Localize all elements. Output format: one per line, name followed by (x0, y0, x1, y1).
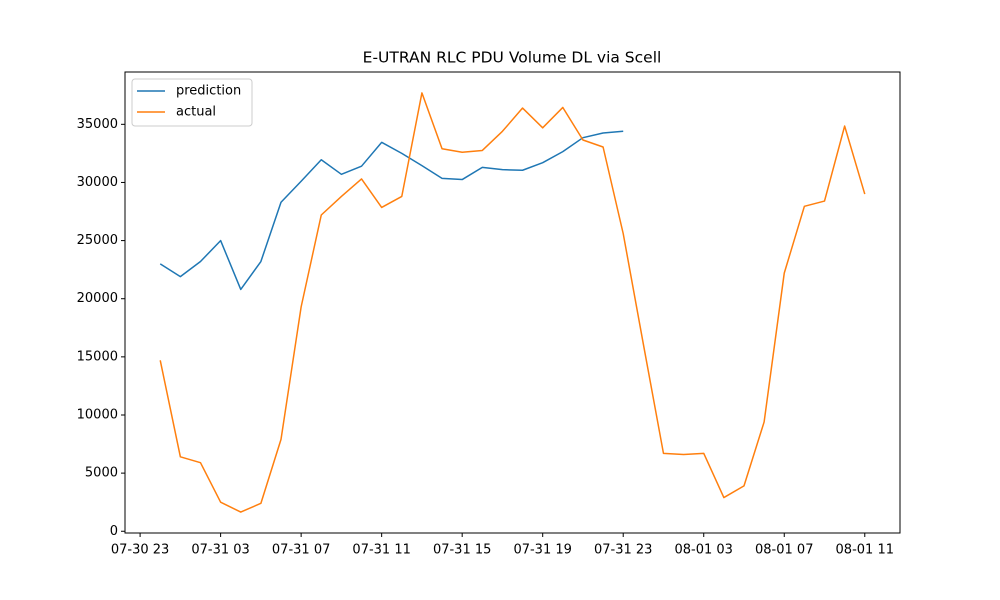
x-tick-label: 07-31 07 (272, 543, 330, 558)
legend: prediction actual (131, 78, 253, 127)
y-tick-label: 15000 (77, 349, 118, 364)
x-tick-label: 08-01 07 (755, 543, 813, 558)
y-tick-label: 30000 (77, 175, 118, 190)
x-tick-label: 07-31 11 (352, 543, 410, 558)
y-tick-label: 5000 (85, 466, 118, 481)
y-tick-label: 10000 (77, 407, 118, 422)
y-tick-label: 25000 (77, 233, 118, 248)
legend-label: actual (176, 105, 216, 120)
series-line (159, 92, 866, 513)
series-line (159, 130, 624, 291)
x-tick-label: 07-31 23 (594, 543, 652, 558)
legend-label: prediction (176, 84, 241, 99)
y-tick-label: 35000 (77, 117, 118, 132)
x-tick-label: 07-30 23 (111, 543, 169, 558)
plot-frame (124, 71, 901, 534)
chart-title: E-UTRAN RLC PDU Volume DL via Scell (363, 49, 662, 67)
x-tick-label: 07-31 03 (191, 543, 249, 558)
y-tick-label: 20000 (77, 291, 118, 306)
x-tick-label: 07-31 15 (433, 543, 491, 558)
x-tick-label: 07-31 19 (513, 543, 571, 558)
y-tick-label: 0 (110, 524, 118, 539)
x-tick-label: 08-01 03 (675, 543, 733, 558)
x-tick-label: 08-01 11 (836, 543, 894, 558)
